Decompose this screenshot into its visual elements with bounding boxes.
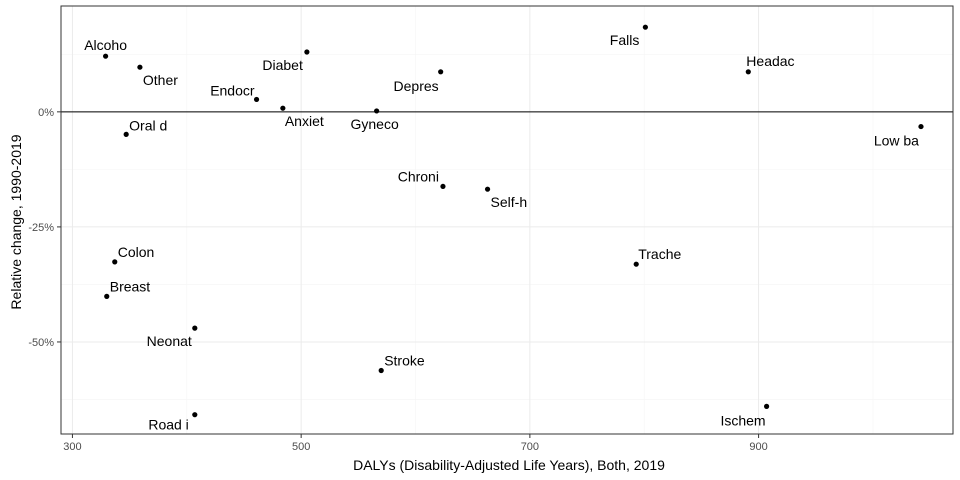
point-label: Falls [610,32,640,48]
data-points [103,24,924,418]
data-point [484,186,491,192]
panel-border [60,5,954,435]
point-label: Alcoho [84,37,127,53]
data-point [642,24,648,30]
y-axis-title: Relative change, 1990-2019 [8,134,24,309]
point-label: Breast [110,278,151,294]
point-label: Road i [148,417,188,433]
data-point [103,53,109,59]
point-label: Diabet [262,57,303,73]
data-point [378,367,384,374]
point-label: Depres [394,78,439,94]
point-label: Neonat [147,333,192,349]
x-tick-label: 500 [292,441,310,453]
data-point [280,105,286,111]
point-label: Oral d [129,117,167,133]
y-tick-label: -25% [28,222,54,234]
point-label: Low ba [874,133,919,149]
data-point [112,259,118,265]
x-axis-title: DALYs (Disability-Adjusted Life Years), … [353,457,665,473]
data-point [374,108,380,114]
point-label: Other [143,72,178,88]
y-tick-label: 0% [38,107,54,119]
data-point [137,64,143,70]
y-axis-ticks: 0% -25% -50% [28,107,61,349]
point-label: Chroni [398,168,439,184]
x-tick-label: 300 [63,441,81,453]
point-label: Trache [638,246,681,262]
point-label: Endocr [210,82,255,98]
x-axis-ticks: 300 500 700 900 [63,434,768,453]
point-label: Ischem [720,412,765,428]
x-tick-label: 900 [749,441,767,453]
data-point [253,96,260,103]
point-label: Gyneco [351,116,399,132]
data-point [440,183,446,190]
y-tick-label: -50% [28,337,54,349]
point-label: Stroke [384,352,425,368]
data-point [192,412,198,418]
point-label: Anxiet [285,113,324,129]
data-point [745,69,751,75]
data-point [918,123,924,130]
point-label: Headac [746,53,794,69]
point-label: Self-h [491,194,528,210]
data-point [104,293,110,299]
point-label: Colon [118,244,155,260]
point-labels: Alcoho Other Diabet Falls Headac Endocr Depres… [84,32,919,433]
data-point [633,261,639,267]
data-point [123,131,129,137]
data-point [438,69,444,75]
x-tick-label: 700 [521,441,539,453]
data-point [304,49,310,55]
data-point [763,403,770,409]
data-point [192,325,198,331]
